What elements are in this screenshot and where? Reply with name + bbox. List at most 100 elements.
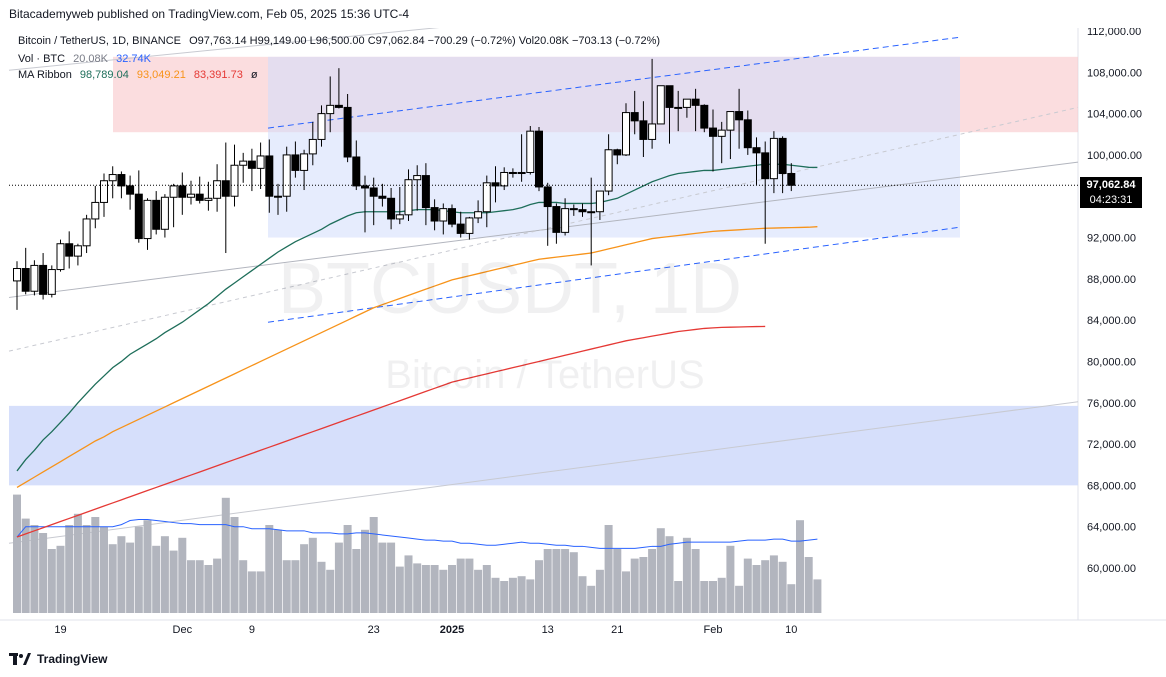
candle-body bbox=[204, 197, 213, 201]
y-tick-label: 60,000.00 bbox=[1087, 563, 1136, 575]
candle-body bbox=[552, 206, 561, 233]
volume-bar bbox=[404, 555, 413, 613]
volume-bar bbox=[73, 513, 82, 613]
candle-body bbox=[256, 155, 265, 169]
x-tick-label: 2025 bbox=[440, 624, 464, 636]
channel-zone bbox=[268, 56, 960, 238]
volume-bar bbox=[421, 565, 430, 613]
countdown-tag: 04:23:31 bbox=[1080, 192, 1142, 209]
candle-body bbox=[134, 193, 143, 240]
volume-bar bbox=[796, 520, 804, 613]
support-zone bbox=[9, 405, 1078, 486]
candle-body bbox=[39, 264, 48, 295]
ma-slow-line bbox=[16, 325, 766, 538]
candle-body bbox=[787, 173, 796, 186]
watermark-name: Bitcoin / TetherUS bbox=[385, 353, 704, 397]
volume-bar bbox=[82, 525, 91, 613]
volume-bar bbox=[595, 569, 604, 613]
candle-body bbox=[221, 180, 230, 197]
volume-bar bbox=[630, 558, 639, 613]
candle-body bbox=[578, 209, 587, 213]
volume-bar bbox=[204, 565, 213, 613]
candle-body bbox=[152, 199, 161, 230]
volume-bar bbox=[439, 569, 448, 613]
legend-ma-extra: ø bbox=[250, 69, 258, 81]
candle-body bbox=[282, 154, 291, 197]
candle-body bbox=[674, 106, 683, 109]
volume-bar bbox=[413, 563, 422, 613]
y-tick-label: 112,000.00 bbox=[1087, 28, 1141, 38]
trendline-dashed-grey bbox=[8, 106, 1079, 352]
candle-body bbox=[317, 113, 326, 140]
volume-bar bbox=[300, 544, 309, 613]
candle-body bbox=[630, 112, 639, 122]
volume-bar bbox=[743, 558, 752, 613]
candle-body bbox=[195, 193, 204, 201]
volume-bar bbox=[639, 557, 648, 613]
candle-body bbox=[352, 156, 361, 187]
volume-bar bbox=[178, 537, 187, 613]
volume-bar bbox=[700, 581, 709, 613]
y-tick-label: 88,000.00 bbox=[1087, 274, 1136, 286]
chart-frame[interactable]: 112,000.00 108,000.00 104,000.00 100,000.00… bbox=[0, 28, 1166, 650]
candle-body bbox=[595, 190, 604, 213]
candle-body bbox=[334, 104, 343, 108]
candle-body bbox=[622, 112, 630, 156]
candle-body bbox=[517, 171, 526, 175]
y-tick-label: 80,000.00 bbox=[1087, 356, 1136, 368]
candle-body bbox=[413, 175, 422, 181]
trendline-upper-grey bbox=[8, 28, 440, 71]
volume-bar bbox=[134, 526, 143, 613]
y-tick-label: 68,000.00 bbox=[1087, 480, 1136, 492]
candle-body bbox=[361, 185, 369, 189]
volume-bar bbox=[317, 561, 326, 613]
candle-body bbox=[656, 85, 665, 125]
volume-bar bbox=[334, 542, 343, 613]
candle-body bbox=[117, 174, 126, 187]
candle-body bbox=[456, 223, 465, 234]
volume-bar bbox=[717, 577, 726, 613]
candle-body bbox=[752, 147, 761, 154]
volume-bar bbox=[126, 542, 135, 613]
volume-bar bbox=[691, 549, 700, 613]
volume-bar bbox=[813, 579, 822, 613]
volume-bar bbox=[395, 566, 404, 613]
candle-body bbox=[526, 130, 535, 173]
y-tick-label: 76,000.00 bbox=[1087, 398, 1136, 410]
volume-bar bbox=[674, 581, 683, 613]
candle-body bbox=[743, 119, 752, 149]
x-tick-label: 23 bbox=[368, 624, 380, 636]
candle-body bbox=[247, 160, 256, 169]
volume-bar bbox=[569, 552, 578, 613]
candle-body bbox=[709, 127, 717, 137]
volume-bar bbox=[500, 581, 509, 613]
legend-ma-label[interactable]: MA Ribbon bbox=[18, 69, 72, 81]
volume-bar bbox=[187, 560, 195, 613]
candle-body bbox=[239, 160, 248, 166]
candle-body bbox=[143, 199, 152, 240]
candle-body bbox=[100, 180, 108, 203]
trendline-lower-grey bbox=[8, 401, 1079, 544]
candle-body bbox=[91, 201, 100, 220]
volume-bar bbox=[152, 545, 161, 613]
legend-vol-label[interactable]: Vol · BTC bbox=[18, 53, 66, 65]
volume-ma-line bbox=[16, 518, 818, 549]
candle-body bbox=[65, 243, 74, 257]
volume-bar bbox=[587, 585, 596, 613]
y-tick-label: 92,000.00 bbox=[1087, 233, 1136, 245]
candle-body bbox=[343, 106, 352, 158]
watermark-symbol: BTCUSDT, 1D bbox=[278, 249, 742, 329]
legend-symbol[interactable]: Bitcoin / TetherUS, 1D, BINANCE bbox=[18, 35, 182, 47]
legend-ma-row: MA Ribbon 98,789.04 93,049.21 83,391.73 … bbox=[18, 69, 263, 81]
chart-canvas[interactable]: 112,000.00 108,000.00 104,000.00 100,000.00… bbox=[0, 28, 1166, 650]
candle-body bbox=[308, 138, 317, 155]
candle-body bbox=[508, 171, 517, 175]
candle-body bbox=[265, 155, 274, 197]
volume-bar bbox=[448, 565, 456, 613]
candle-body bbox=[543, 186, 552, 208]
candle-body bbox=[21, 268, 30, 292]
candle-body bbox=[404, 179, 413, 216]
footer-brand[interactable]: TradingView bbox=[9, 652, 107, 666]
volume-bar bbox=[343, 525, 352, 613]
volume-bar bbox=[213, 558, 222, 613]
